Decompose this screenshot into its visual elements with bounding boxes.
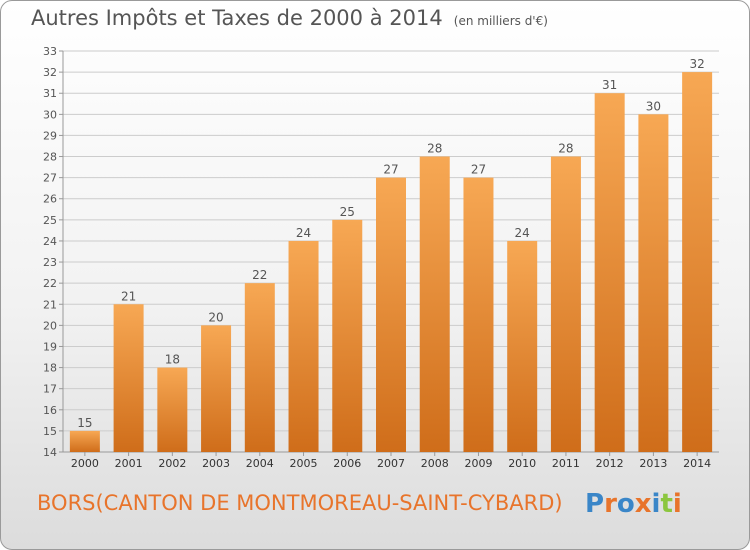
bar-value-label: 28 [427, 142, 442, 156]
x-tick-label: 2000 [71, 457, 99, 470]
proxiti-logo: Proxiti [585, 489, 682, 519]
x-tick-label: 2010 [508, 457, 536, 470]
x-tick-label: 2001 [115, 457, 143, 470]
y-tick-label: 23 [43, 256, 57, 269]
x-tick-label: 2003 [202, 457, 230, 470]
bar-2006 [332, 219, 363, 452]
y-tick-label: 32 [43, 66, 57, 79]
x-tick-label: 2005 [290, 457, 318, 470]
logo-letter: x [634, 489, 652, 519]
y-tick-label: 17 [43, 383, 57, 396]
y-tick-label: 28 [43, 151, 57, 164]
logo-letter: P [585, 489, 605, 519]
y-tick-label: 21 [43, 298, 57, 311]
bar-value-label: 27 [383, 163, 398, 177]
bar-value-label: 28 [558, 142, 573, 156]
bar-2008 [419, 156, 450, 453]
bar-value-label: 15 [77, 416, 92, 430]
bar-2009 [463, 177, 494, 452]
location-name: BORS(CANTON DE MONTMOREAU-SAINT-CYBARD) [37, 491, 563, 515]
x-tick-label: 2007 [377, 457, 405, 470]
bar-value-label: 24 [296, 226, 311, 240]
bar-2002 [157, 367, 188, 452]
unit-note: (en milliers d'€) [453, 14, 548, 28]
y-tick-label: 18 [43, 362, 57, 375]
bar-value-label: 25 [340, 205, 355, 219]
bar-2007 [376, 177, 406, 452]
x-tick-label: 2004 [246, 457, 274, 470]
bar-value-label: 31 [602, 78, 617, 92]
x-tick-label: 2008 [421, 457, 449, 470]
logo-letter: i [651, 489, 661, 519]
bar-value-label: 32 [689, 57, 704, 71]
y-tick-label: 19 [43, 340, 57, 353]
bar-2011 [550, 156, 581, 453]
y-tick-label: 31 [43, 87, 57, 100]
x-tick-label: 2013 [639, 457, 667, 470]
y-tick-label: 27 [43, 172, 57, 185]
bar-value-label: 21 [121, 289, 136, 303]
bar-value-label: 27 [471, 163, 486, 177]
y-tick-label: 29 [43, 129, 57, 142]
y-tick-label: 20 [43, 319, 57, 332]
x-tick-label: 2011 [552, 457, 580, 470]
bar-2010 [507, 240, 538, 452]
bar-2001 [113, 304, 144, 452]
bar-value-label: 24 [515, 226, 530, 240]
bar-2004 [244, 283, 275, 452]
y-tick-label: 25 [43, 214, 57, 227]
x-tick-label: 2014 [683, 457, 711, 470]
y-tick-label: 30 [43, 108, 57, 121]
bar-2003 [201, 325, 232, 452]
logo-letter: o [616, 489, 635, 519]
y-tick-label: 26 [43, 193, 57, 206]
bar-2014 [682, 72, 713, 453]
chart-title: Autres Impôts et Taxes de 2000 à 2014 [31, 6, 443, 30]
logo-letter: i [672, 489, 682, 519]
x-tick-label: 2009 [464, 457, 492, 470]
chart-title-block: Autres Impôts et Taxes de 2000 à 2014 (e… [31, 6, 548, 30]
logo-letter: r [604, 489, 617, 519]
y-tick-label: 22 [43, 277, 57, 290]
bar-2013 [638, 114, 669, 452]
y-tick-label: 24 [43, 235, 57, 248]
bar-value-label: 18 [165, 353, 180, 367]
y-tick-label: 33 [43, 45, 57, 58]
y-tick-label: 15 [43, 425, 57, 438]
bar-value-label: 30 [646, 99, 661, 113]
x-tick-label: 2012 [596, 457, 624, 470]
logo-letter: t [660, 489, 673, 519]
x-tick-label: 2006 [333, 457, 361, 470]
bar-value-label: 22 [252, 268, 267, 282]
bar-2000 [69, 430, 100, 452]
bar-2005 [288, 240, 319, 452]
bar-value-label: 20 [208, 310, 223, 324]
x-tick-label: 2002 [158, 457, 186, 470]
y-tick-label: 14 [43, 446, 57, 459]
bar-2012 [594, 93, 625, 453]
y-tick-label: 16 [43, 404, 57, 417]
